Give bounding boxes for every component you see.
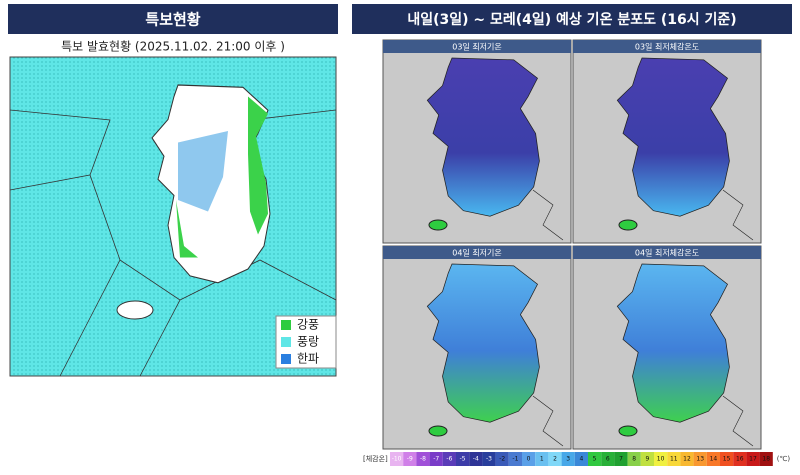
colorbar-label: 17 <box>749 456 757 463</box>
colorbar-label: -5 <box>460 456 466 463</box>
colorbar-label: 0 <box>527 456 531 463</box>
colorbar-caption: [체감온] <box>363 455 388 463</box>
legend-label: 강풍 <box>297 318 319 332</box>
jeju <box>428 425 448 437</box>
colorbar-label: 6 <box>606 456 610 463</box>
sea-zones <box>9 109 337 377</box>
colorbar-swatch <box>574 452 588 466</box>
colorbar-label: 8 <box>632 456 636 463</box>
colorbar-label: -9 <box>407 456 413 463</box>
map-title: 03일 최저체감온도 <box>635 42 699 52</box>
map-title: 04일 최저체감온도 <box>635 248 699 258</box>
map-title-bar <box>383 40 571 53</box>
panel-title: 내일(3일) ~ 모레(4일) 예상 기온 분포도 (16시 기준) <box>407 12 736 28</box>
colorbar-label: -2 <box>499 456 505 463</box>
colorbar-swatch <box>429 452 443 466</box>
colorbar-label: -4 <box>473 456 479 463</box>
colorbar-swatch <box>535 452 549 466</box>
colorbar-label: -8 <box>420 456 426 463</box>
colorbar-swatch <box>746 452 760 466</box>
jeju <box>428 219 448 231</box>
colorbar-swatch <box>561 452 575 466</box>
legend-swatch <box>281 337 291 347</box>
colorbar-swatch <box>759 452 773 466</box>
colorbar-label: 5 <box>593 456 597 463</box>
colorbar-swatch <box>654 452 668 466</box>
subtitle: 특보 발효현황 (2025.11.02. 21:00 이후 ) <box>61 40 285 54</box>
colorbar-label: -1 <box>512 456 518 463</box>
map-title: 04일 최저기온 <box>452 248 502 258</box>
colorbar-label: 12 <box>683 456 691 463</box>
colorbar-label: -10 <box>392 456 402 463</box>
colorbar-swatch <box>640 452 654 466</box>
colorbar-swatch <box>469 452 483 466</box>
colorbar-label: 3 <box>566 456 570 463</box>
jeju <box>116 300 154 320</box>
colorbar-swatch <box>456 452 470 466</box>
header-bar <box>352 4 792 34</box>
header-bar <box>8 4 338 34</box>
legend-swatch <box>281 320 291 330</box>
coastline <box>722 395 754 447</box>
colorbar-label: 4 <box>579 456 583 463</box>
colorbar-swatch <box>416 452 430 466</box>
colorbar-swatch <box>720 452 734 466</box>
panel-title: 특보현황 <box>145 11 200 29</box>
colorbar-swatch <box>627 452 641 466</box>
colorbar-label: 16 <box>736 456 744 463</box>
colorbar-swatch <box>548 452 562 466</box>
colorbar-unit: (℃) <box>777 455 791 463</box>
jeju <box>618 219 638 231</box>
colorbar-label: -7 <box>433 456 439 463</box>
colorbar-label: 18 <box>762 456 770 463</box>
colorbar-label: 11 <box>670 456 678 463</box>
colorbar-label: 9 <box>645 456 649 463</box>
colorbar-label: 14 <box>710 456 718 463</box>
colorbar-swatch <box>733 452 747 466</box>
coastline <box>532 395 564 447</box>
map-title-bar <box>383 246 571 259</box>
colorbar-label: -6 <box>446 456 452 463</box>
map-title-bar <box>573 40 761 53</box>
colorbar-label: 10 <box>657 456 665 463</box>
jeju <box>618 425 638 437</box>
legend-swatch <box>281 354 291 364</box>
colorbar-label: 7 <box>619 456 623 463</box>
map-title: 03일 최저기온 <box>452 42 502 52</box>
legend-label: 풍랑 <box>297 335 319 349</box>
colorbar-swatch <box>403 452 417 466</box>
colorbar-swatch <box>680 452 694 466</box>
coastline <box>722 189 754 241</box>
colorbar-swatch <box>495 452 509 466</box>
map-title-bar <box>573 246 761 259</box>
colorbar-swatch <box>522 452 536 466</box>
colorbar-swatch <box>601 452 615 466</box>
coastline <box>532 189 564 241</box>
land <box>151 84 271 284</box>
colorbar-swatch <box>588 452 602 466</box>
colorbar-label: 15 <box>723 456 731 463</box>
colorbar-label: -3 <box>486 456 492 463</box>
colorbar-swatch <box>693 452 707 466</box>
colorbar-swatch <box>482 452 496 466</box>
colorbar-swatch <box>614 452 628 466</box>
colorbar-swatch <box>706 452 720 466</box>
colorbar-swatch <box>442 452 456 466</box>
colorbar-swatch <box>508 452 522 466</box>
colorbar-label: 2 <box>553 456 557 463</box>
colorbar-label: 1 <box>540 456 544 463</box>
colorbar-swatch <box>667 452 681 466</box>
legend-label: 한파 <box>297 352 319 366</box>
colorbar-label: 13 <box>696 456 704 463</box>
colorbar-swatch <box>390 452 404 466</box>
